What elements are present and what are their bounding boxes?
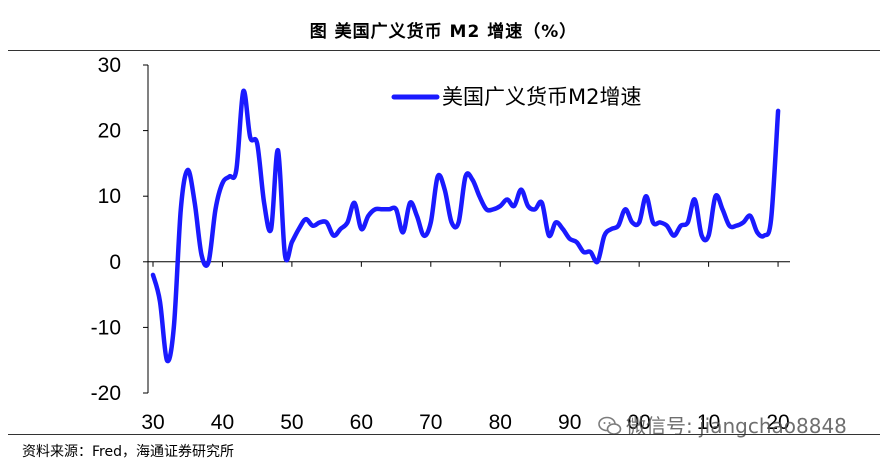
y-tick-label: -10	[91, 316, 121, 339]
chart-legend: 美国广义货币M2增速	[391, 85, 641, 109]
x-tick-label: 30	[141, 411, 164, 434]
x-tick-label: 70	[419, 411, 442, 434]
x-tick-label: 90	[558, 411, 581, 434]
x-tick-label: 20	[766, 411, 789, 434]
y-tick-label: 20	[98, 120, 121, 143]
x-tick-label: 50	[280, 411, 303, 434]
chart-title: 图 美国广义货币 M2 增速（%）	[309, 22, 578, 42]
wechat-icon	[598, 416, 622, 436]
x-tick-label: 80	[489, 411, 512, 434]
x-tick-label: 10	[697, 411, 720, 434]
x-tick-label: 60	[350, 411, 373, 434]
chart-plot-area	[150, 88, 781, 364]
y-tick-label: -20	[91, 382, 121, 405]
series-line-m2	[150, 88, 781, 364]
x-tick-label: 40	[211, 411, 234, 434]
chart-axes: -20 -10 0 10 20 30 30 40 50 60 70 80 90 00 10 20	[91, 54, 790, 434]
title-divider	[8, 50, 880, 51]
y-tick-label: 10	[98, 185, 121, 208]
legend-label: 美国广义货币M2增速	[442, 85, 641, 109]
y-tick-label: 0	[109, 251, 121, 274]
footer-divider	[8, 434, 880, 435]
y-tick-label: 30	[98, 54, 121, 77]
title-bar: 图 美国广义货币 M2 增速（%）	[0, 0, 887, 50]
x-tick-label: 00	[627, 411, 650, 434]
source-note: 资料来源：Fred，海通证券研究所	[22, 444, 234, 460]
